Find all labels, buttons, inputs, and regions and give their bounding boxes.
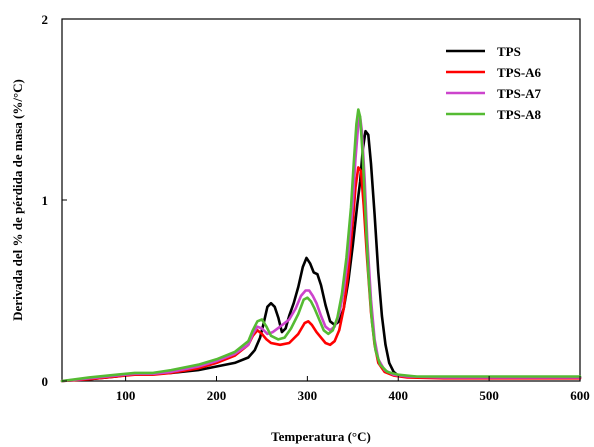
x-tick-label: 400 <box>388 388 408 403</box>
x-tick-label: 300 <box>298 388 318 403</box>
y-axis-title: Derivada del % de pérdida de masa (%/°C) <box>10 79 25 321</box>
legend-label-tps: TPS <box>497 44 521 59</box>
series-line-tps-a7 <box>60 115 582 383</box>
x-tick-label: 600 <box>570 388 590 403</box>
y-tick-label: 0 <box>42 374 49 389</box>
series-line-tps-a8 <box>60 108 582 383</box>
series-line-tps-a6 <box>60 166 582 383</box>
legend-label-tps-a6: TPS-A6 <box>497 65 542 80</box>
legend-label-tps-a8: TPS-A8 <box>497 107 542 122</box>
legend-label-tps-a7: TPS-A7 <box>497 86 542 101</box>
y-tick-label: 2 <box>42 12 49 27</box>
legend: TPS TPS-A6 TPS-A7 TPS-A8 <box>446 44 542 122</box>
x-tick-label: 500 <box>479 388 499 403</box>
series-line-tps <box>60 129 582 383</box>
x-tick-label: 200 <box>207 388 227 403</box>
x-axis-title: Temperatura (°C) <box>271 429 371 444</box>
y-tick-label: 1 <box>42 193 49 208</box>
x-tick-label: 100 <box>116 388 136 403</box>
series-layer <box>60 108 582 383</box>
ticks-layer: 100 200 300 400 500 600 0 1 2 <box>42 12 590 403</box>
